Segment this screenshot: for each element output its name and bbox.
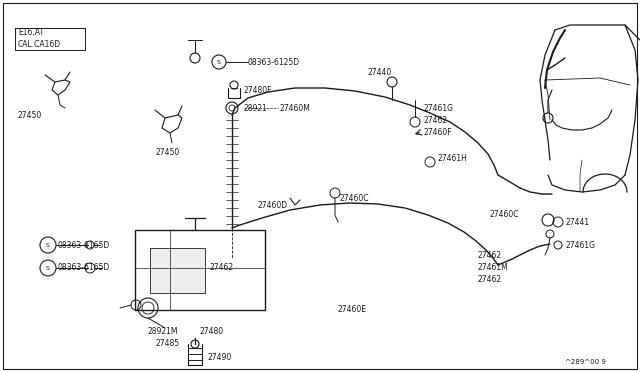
Bar xyxy=(135,230,265,310)
Text: 27462: 27462 xyxy=(210,263,234,273)
Text: 27460C: 27460C xyxy=(340,193,369,202)
Text: 08363-6165D: 08363-6165D xyxy=(58,263,110,273)
Text: 27480: 27480 xyxy=(200,327,224,337)
Text: 27480F: 27480F xyxy=(244,86,273,94)
Text: 08363-6125D: 08363-6125D xyxy=(248,58,300,67)
Text: 27490: 27490 xyxy=(208,353,232,362)
Text: 28921: 28921 xyxy=(244,103,268,112)
Text: 27461G: 27461G xyxy=(424,103,454,112)
Text: 27441: 27441 xyxy=(565,218,589,227)
Text: 27460D: 27460D xyxy=(258,201,288,209)
Text: S: S xyxy=(46,266,50,270)
Text: 27462: 27462 xyxy=(478,276,502,285)
Text: 27460C: 27460C xyxy=(490,209,520,218)
Bar xyxy=(150,248,205,293)
Text: ^289^00 9: ^289^00 9 xyxy=(565,359,606,365)
Text: 27462: 27462 xyxy=(424,115,448,125)
Text: 27461G: 27461G xyxy=(565,241,595,250)
Text: S: S xyxy=(46,243,50,247)
Text: CAL.CA16D: CAL.CA16D xyxy=(18,39,61,48)
Text: 27460F: 27460F xyxy=(424,128,452,137)
Text: 27450: 27450 xyxy=(155,148,179,157)
Text: 27485: 27485 xyxy=(155,340,179,349)
Text: 27460E: 27460E xyxy=(338,305,367,314)
Text: S: S xyxy=(217,60,221,64)
Text: 27461H: 27461H xyxy=(438,154,468,163)
Text: 27460M: 27460M xyxy=(280,103,311,112)
Text: 08363-6165D: 08363-6165D xyxy=(58,241,110,250)
Text: E16,AT: E16,AT xyxy=(18,28,44,36)
Text: 27462: 27462 xyxy=(478,250,502,260)
Text: 28921M: 28921M xyxy=(148,327,179,337)
Text: 27450: 27450 xyxy=(18,110,42,119)
Circle shape xyxy=(229,105,235,111)
Text: 27461M: 27461M xyxy=(478,263,509,272)
Text: 27440: 27440 xyxy=(368,67,392,77)
